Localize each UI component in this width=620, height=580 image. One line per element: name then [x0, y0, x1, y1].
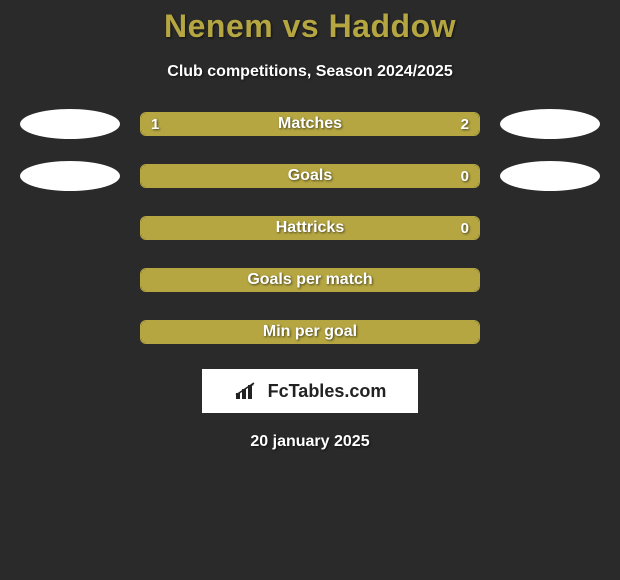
left-ellipse-slot: [20, 317, 120, 347]
stat-rows: 1Matches2Goals0Hattricks0Goals per match…: [0, 109, 620, 347]
brand-text: FcTables.com: [268, 381, 387, 402]
bar-label: Min per goal: [141, 321, 479, 343]
stat-row: Goals0: [0, 161, 620, 191]
bar-label: Goals per match: [141, 269, 479, 291]
stat-bar: Hattricks0: [140, 216, 480, 240]
stat-bar: 1Matches2: [140, 112, 480, 136]
bar-value-right: 0: [461, 165, 469, 187]
right-ellipse: [500, 161, 600, 191]
left-ellipse-slot: [20, 265, 120, 295]
bar-value-right: 2: [461, 113, 469, 135]
subtitle: Club competitions, Season 2024/2025: [0, 63, 620, 81]
stat-bar: Goals0: [140, 164, 480, 188]
right-ellipse-slot: [500, 317, 600, 347]
stat-bar: Goals per match: [140, 268, 480, 292]
stat-bar: Min per goal: [140, 320, 480, 344]
left-ellipse: [20, 109, 120, 139]
date-text: 20 january 2025: [0, 433, 620, 451]
brand-box: FcTables.com: [202, 369, 418, 413]
chart-container: Nenem vs Haddow Club competitions, Seaso…: [0, 0, 620, 451]
brand-chart-icon: [234, 381, 262, 401]
bar-label: Hattricks: [141, 217, 479, 239]
page-title: Nenem vs Haddow: [0, 8, 620, 45]
bar-value-right: 0: [461, 217, 469, 239]
stat-row: Hattricks0: [0, 213, 620, 243]
right-ellipse-slot: [500, 265, 600, 295]
right-ellipse-slot: [500, 213, 600, 243]
left-ellipse-slot: [20, 213, 120, 243]
left-ellipse: [20, 161, 120, 191]
stat-row: Min per goal: [0, 317, 620, 347]
stat-row: 1Matches2: [0, 109, 620, 139]
bar-label: Goals: [141, 165, 479, 187]
bar-label: Matches: [141, 113, 479, 135]
stat-row: Goals per match: [0, 265, 620, 295]
right-ellipse: [500, 109, 600, 139]
